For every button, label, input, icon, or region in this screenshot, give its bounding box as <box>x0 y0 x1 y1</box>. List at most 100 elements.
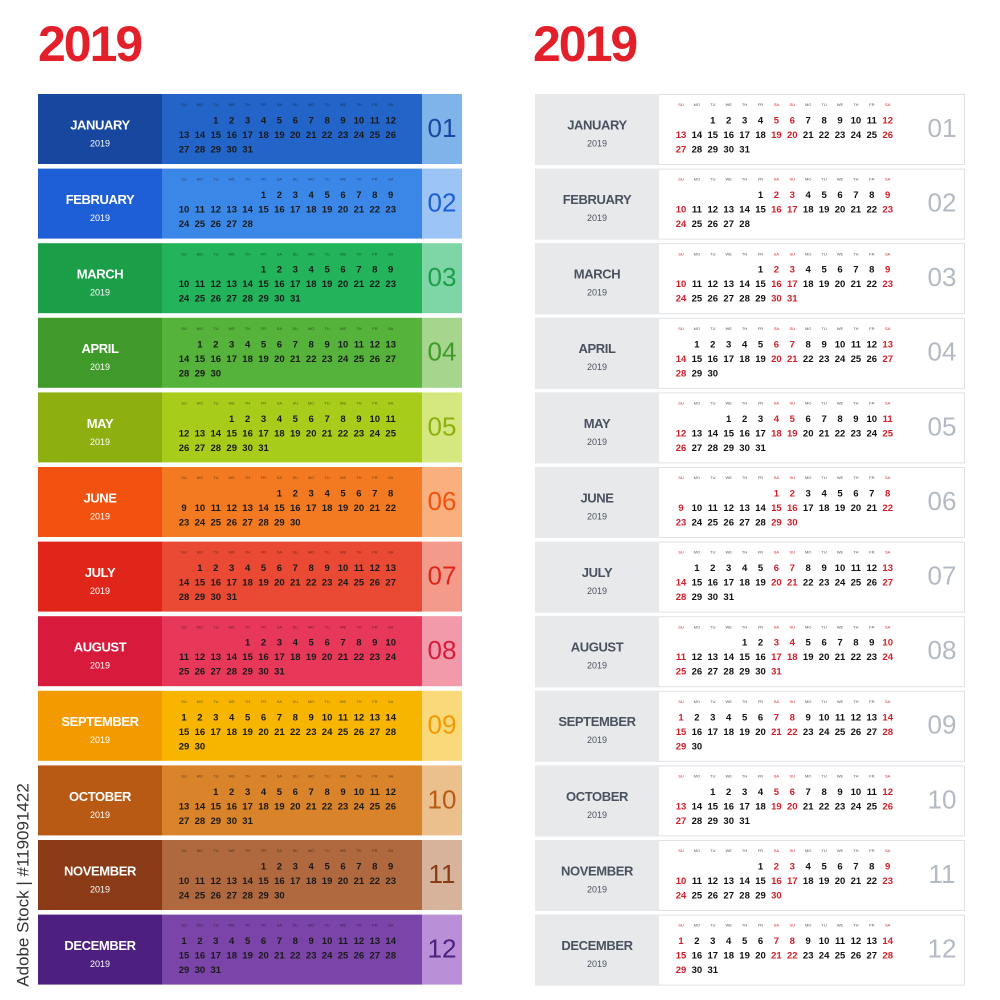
day-number: 15 <box>258 876 269 887</box>
day-number: 15 <box>676 951 687 962</box>
day-number: 14 <box>676 354 687 365</box>
day-number: 2 <box>197 936 202 947</box>
weekday-label: TH <box>742 923 747 928</box>
day-number: 1 <box>758 265 764 276</box>
weekday-label: SU <box>181 923 187 928</box>
day-number: 25 <box>179 667 190 678</box>
weekday-label: SA <box>388 624 394 629</box>
day-number: 22 <box>290 727 301 738</box>
day-number: 20 <box>851 503 862 514</box>
day-number: 8 <box>356 638 361 649</box>
weekday-label: SU <box>181 326 187 331</box>
weekday-label: SU <box>181 251 187 256</box>
day-number: 16 <box>692 951 703 962</box>
day-number: 11 <box>851 563 862 574</box>
day-number: 20 <box>322 652 333 663</box>
day-number: 17 <box>739 801 750 812</box>
weekday-label: WE <box>725 550 732 555</box>
day-number: 8 <box>869 265 874 276</box>
weekday-label: SU <box>181 177 187 182</box>
weekday-label: SU <box>293 102 299 107</box>
day-number: 2 <box>710 563 715 574</box>
day-number: 11 <box>851 339 862 350</box>
day-number: 2 <box>694 936 699 947</box>
month-year: 2019 <box>90 138 110 148</box>
day-number: 20 <box>354 503 365 514</box>
month-number: 06 <box>428 486 457 516</box>
day-number: 17 <box>290 205 301 216</box>
day-number: 29 <box>179 965 190 976</box>
weekday-label: SA <box>885 923 891 928</box>
month-label-block <box>38 616 162 687</box>
weekday-label: WE <box>340 699 347 704</box>
weekday-label: MO <box>197 326 203 331</box>
weekday-label: TH <box>853 177 858 182</box>
day-number: 1 <box>710 116 716 127</box>
day-number: 13 <box>370 936 381 947</box>
weekday-label: FR <box>372 400 377 405</box>
weekday-label: WE <box>340 848 347 853</box>
day-number: 19 <box>290 428 301 439</box>
month-number: 12 <box>428 933 457 963</box>
day-number: 29 <box>723 443 734 454</box>
day-number: 20 <box>290 130 301 141</box>
day-number: 12 <box>708 205 719 216</box>
day-number: 7 <box>356 265 361 276</box>
day-number: 8 <box>372 862 377 873</box>
day-number: 3 <box>261 414 266 425</box>
day-number: 31 <box>242 816 253 827</box>
day-number: 28 <box>882 951 893 962</box>
day-number: 13 <box>708 652 719 663</box>
day-number: 1 <box>261 265 267 276</box>
day-number: 7 <box>806 116 811 127</box>
weekday-label: SU <box>293 326 299 331</box>
day-number: 10 <box>867 414 878 425</box>
day-number: 26 <box>354 727 365 738</box>
day-number: 17 <box>211 951 222 962</box>
day-number: 18 <box>723 951 734 962</box>
day-number: 25 <box>708 518 719 529</box>
day-number: 28 <box>179 368 190 379</box>
day-number: 3 <box>726 339 731 350</box>
day-number: 13 <box>739 503 750 514</box>
day-number: 18 <box>306 876 317 887</box>
day-number: 27 <box>867 951 878 962</box>
weekday-label: MO <box>694 923 700 928</box>
day-number: 16 <box>274 876 285 887</box>
day-number: 9 <box>356 414 361 425</box>
day-number: 14 <box>755 503 766 514</box>
weekday-label: FR <box>758 177 763 182</box>
day-number: 2 <box>229 787 234 798</box>
day-number: 28 <box>708 443 719 454</box>
day-number: 26 <box>179 443 190 454</box>
day-number: 24 <box>322 951 333 962</box>
day-number: 24 <box>354 130 365 141</box>
day-number: 3 <box>245 787 250 798</box>
day-number: 20 <box>338 876 349 887</box>
day-number: 29 <box>179 741 190 752</box>
weekday-label: TH <box>356 251 361 256</box>
day-number: 1 <box>726 414 732 425</box>
day-number: 21 <box>290 578 301 589</box>
day-number: 22 <box>867 205 878 216</box>
day-number: 15 <box>739 652 750 663</box>
day-number: 12 <box>211 876 222 887</box>
weekday-label: MO <box>308 400 314 405</box>
day-number: 19 <box>338 503 349 514</box>
day-number: 26 <box>676 443 687 454</box>
day-number: 24 <box>851 130 862 141</box>
day-number: 27 <box>226 294 237 305</box>
day-number: 3 <box>806 489 811 500</box>
weekday-label: MO <box>805 699 811 704</box>
day-number: 19 <box>755 354 766 365</box>
day-number: 23 <box>882 279 893 290</box>
day-number: 14 <box>242 279 253 290</box>
day-number: 8 <box>293 712 298 723</box>
weekday-label: MO <box>805 400 811 405</box>
weekday-label: SA <box>885 102 891 107</box>
weekday-label: SA <box>388 773 394 778</box>
day-number: 23 <box>803 727 814 738</box>
day-number: 13 <box>226 279 237 290</box>
day-number: 20 <box>835 876 846 887</box>
day-number: 18 <box>739 578 750 589</box>
